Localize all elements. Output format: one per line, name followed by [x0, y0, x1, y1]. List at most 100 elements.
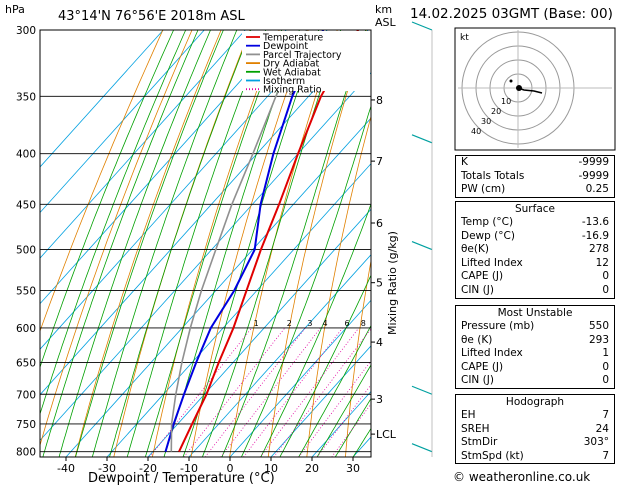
wet-adiabat-line: [260, 202, 371, 457]
footer-credit: © weatheronline.co.uk: [453, 470, 591, 484]
mixing-ratio-label: 8: [361, 319, 366, 328]
most-unstable-row: Pressure (mb) 550: [461, 320, 609, 332]
pressure-tick-label: 750: [16, 419, 36, 431]
mixing-ratio-label: 10: [374, 319, 384, 328]
mixing-ratio-axis-label: Mixing Ratio (g/kg): [386, 231, 399, 335]
wet-adiabat-line: [279, 274, 371, 457]
km-tick-label: 6: [376, 217, 383, 230]
wet-adiabat-line: [241, 104, 371, 457]
wet-adiabat-line: [298, 324, 371, 457]
most-unstable-row: θe (K) 293: [461, 333, 609, 346]
wind-barb: [411, 385, 433, 395]
isotherm-line: [40, 30, 164, 168]
wet-adiabat-line: [109, 30, 252, 457]
pressure-tick-label: 450: [16, 199, 36, 211]
x-tick-label: -30: [98, 462, 116, 475]
isotherm-line: [40, 30, 328, 350]
km-tick-label: 7: [376, 155, 383, 168]
pressure-tick-label: 350: [16, 91, 36, 103]
legend-entry: Dewpoint: [263, 41, 308, 52]
dewpoint-trace: [164, 30, 325, 452]
surface-title: Surface: [514, 203, 555, 215]
most-unstable-row: CAPE (J) 0: [461, 360, 609, 373]
pressure-tick-label: 800: [16, 447, 36, 459]
surface-panel: Surface Temp (°C) -13.6 Dewp (°C) -16.9 θe…: [455, 201, 615, 299]
indices-row-tt: Totals Totals -9999: [461, 169, 609, 182]
legend-entry: Wet Adiabat: [263, 67, 321, 78]
legend-entry: Mixing Ratio: [263, 85, 322, 96]
wet-adiabat-line: [91, 30, 238, 457]
mixing-ratio-label: 4: [322, 319, 327, 328]
hodograph-frame: [454, 27, 616, 151]
hodograph-ring-label: 10: [501, 97, 511, 106]
isotherm-line: [147, 208, 371, 457]
pressure-tick-label: 500: [16, 245, 36, 257]
wind-barb: [411, 21, 433, 31]
km-tick-label: 5: [376, 277, 383, 290]
wet-adiabat-line: [75, 30, 224, 457]
dry-adiabat-line: [74, 30, 222, 457]
most-unstable-panel: Most Unstable Pressure (mb) 550 θe (K) 293…: [455, 305, 615, 389]
mixing-ratio-label: 25: [430, 319, 440, 328]
isotherm-line: [40, 30, 287, 305]
sounding-traces: [164, 30, 359, 453]
legend-entry: Temperature: [262, 33, 323, 44]
hodograph-ring-label: 20: [491, 107, 501, 116]
hodograph-stats-row: StmSpd (kt) 7: [461, 449, 609, 462]
pressure-unit-label: hPa: [5, 3, 25, 16]
surface-row: Temp (°C) -13.6: [461, 216, 609, 228]
surface-row: θe(K) 278: [461, 243, 609, 256]
x-tick-label: -20: [139, 462, 157, 475]
indices-row-k: K -9999: [461, 156, 609, 168]
wind-barb: [411, 241, 433, 251]
isotherm-line: [40, 30, 369, 396]
x-tick-label: 30: [346, 462, 360, 475]
pressure-tick-label: 700: [16, 389, 36, 401]
mixing-ratio-line: [183, 327, 286, 457]
most-unstable-title: Most Unstable: [497, 307, 573, 319]
dry-adiabat-line: [152, 30, 280, 457]
surface-row: CIN (J) 0: [461, 283, 609, 296]
mixing-ratio-line: [204, 327, 306, 457]
wet-adiabat-line: [202, 30, 342, 457]
km-tick-label: 4: [376, 336, 383, 349]
indices-row-pw: PW (cm) 0.25: [461, 183, 609, 196]
hodograph-ring-label: 40: [471, 127, 481, 136]
indices-panel: K -9999 Totals Totals -9999 PW (cm) 0.25: [455, 155, 615, 198]
legend-entry: Isotherm: [263, 76, 305, 87]
legend-entry: Dry Adiabat: [263, 59, 320, 70]
wet-adiabat-line: [334, 397, 371, 457]
plot-frame: [39, 29, 372, 458]
pressure-tick-label: 550: [16, 286, 36, 298]
x-tick-label: 0: [227, 462, 234, 475]
mixing-ratio-label: 3: [307, 319, 312, 328]
mixing-ratio-label: 20: [416, 319, 426, 328]
wet-adiabat-line: [221, 30, 367, 457]
hodograph: kt 10 20 30 40: [454, 27, 616, 151]
hodograph-stats-row: SREH 24: [461, 422, 609, 435]
pressure-tick-label: 300: [16, 25, 36, 37]
pressure-tick-label: 650: [16, 357, 36, 369]
mixing-ratio-line: [220, 327, 321, 457]
dry-adiabat-line: [40, 30, 193, 447]
dry-adiabat-line: [40, 30, 164, 333]
isotherm-line: [229, 299, 371, 457]
wind-barb: [411, 134, 433, 144]
most-unstable-row: CIN (J) 0: [461, 374, 609, 387]
dry-adiabat-line: [229, 30, 338, 457]
isotherm-line: [40, 30, 205, 214]
wet-adiabat-line: [316, 364, 371, 457]
storm-motion-marker: [516, 85, 522, 91]
dry-adiabat-line: [267, 30, 367, 457]
mixing-ratio-label: 2: [287, 319, 292, 328]
x-tick-label: 10: [264, 462, 278, 475]
mixing-ratio-line: [149, 327, 252, 457]
asl-unit-label: ASL: [375, 16, 397, 29]
pressure-tick-label: 400: [16, 149, 36, 161]
dry-adiabat-line: [345, 258, 371, 457]
most-unstable-row: Lifted Index 1: [461, 347, 609, 360]
surface-row: CAPE (J) 0: [461, 270, 609, 283]
